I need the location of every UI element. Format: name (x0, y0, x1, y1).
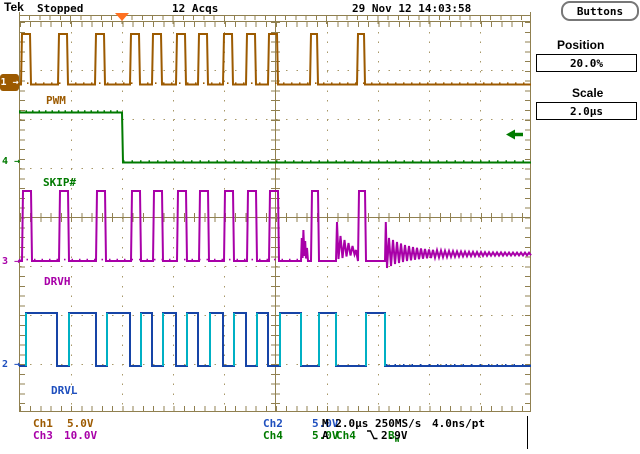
trigger-prefix: A (322, 429, 329, 442)
ch1-signal-label: PWM (46, 94, 66, 107)
ch4-signal-label: SKIP# (43, 176, 77, 189)
falling-edge-icon (367, 430, 378, 440)
ch1-pwm-trace (19, 33, 531, 86)
datetime: 29 Nov 12 14:03:58 (352, 2, 472, 15)
ch3-signal-label: DRVH (44, 275, 71, 288)
ch3-ground-marker[interactable]: 3 → (2, 256, 21, 267)
trigger-position-marker-icon[interactable] (115, 13, 129, 21)
timebase-readout: M 2.0µs 250MS/s (322, 417, 422, 430)
position-heading: Position (557, 38, 605, 52)
ch4-readout-scale: 5.0V (312, 429, 339, 442)
scale-heading: Scale (572, 86, 604, 100)
ch1-ground-marker[interactable]: 1 → (0, 74, 19, 91)
tek-logo: Tek (4, 0, 24, 14)
bandwidth-indicator: BW (388, 429, 400, 445)
trigger-source: Ch4 (336, 429, 356, 442)
ch4-readout-name: Ch4 (263, 429, 283, 442)
ch3-drvh-trace (19, 190, 532, 269)
ch2-ground-marker[interactable]: 2 → (2, 359, 21, 370)
scale-value-box[interactable]: 2.0µs (536, 102, 637, 120)
position-value: 20.0% (569, 56, 604, 70)
ch1-readout-scale: 5.0V (67, 417, 94, 430)
ch2-signal-label: DRVL (51, 384, 78, 397)
readout-divider (527, 416, 528, 449)
ch3-readout-scale: 10.0V (64, 429, 98, 442)
ch4-skip-trace (19, 111, 531, 164)
trigger-level: 2.9V (381, 429, 408, 442)
ch2-readout-scale: 5.0V (312, 417, 339, 430)
ch1-readout-name: Ch1 (33, 417, 53, 430)
acquisition-status: Stopped (37, 2, 84, 15)
buttons-button[interactable]: Buttons (561, 1, 639, 21)
ch4-ground-marker[interactable]: 4 → (2, 156, 21, 167)
ch2-readout-name: Ch2 (263, 417, 283, 430)
acquisition-count: 12 Acqs (172, 2, 219, 15)
graticule (19, 21, 531, 412)
position-value-box[interactable]: 20.0% (536, 54, 637, 72)
trigger-level-arrow (506, 129, 523, 140)
ch3-readout-name: Ch3 (33, 429, 53, 442)
ch2-cyan-edges (25, 313, 386, 366)
scale-value: 2.0µs (569, 104, 604, 118)
ch2-drvl-trace (19, 312, 531, 367)
resolution-readout: 4.0ns/pt (432, 417, 485, 430)
